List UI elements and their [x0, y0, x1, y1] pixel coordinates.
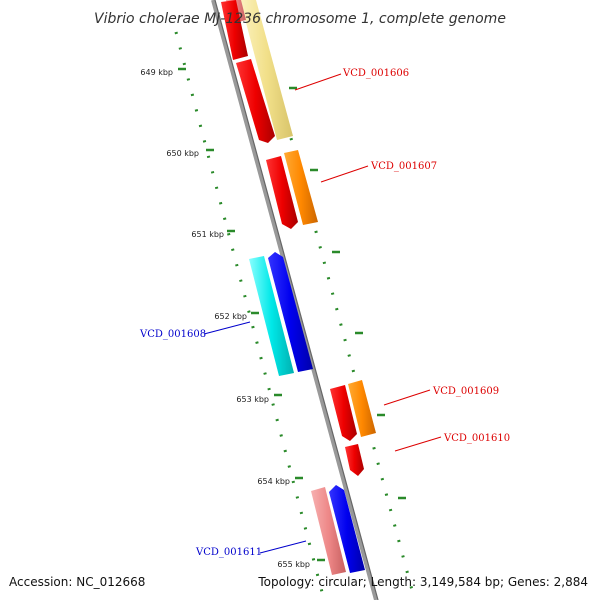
- tick-label: 652 kbp: [214, 312, 247, 321]
- gene-label-vcd001608[interactable]: VCD_001608: [139, 329, 206, 340]
- feature-bar-pink-611[interactable]: [311, 487, 346, 575]
- tick-marks: [178, 67, 406, 562]
- gene-arrow-vcd001609-red[interactable]: [330, 385, 357, 441]
- tick-label: 654 kbp: [257, 477, 290, 486]
- gene-label-vcd001607[interactable]: VCD_001607: [370, 161, 437, 172]
- gene-arrow-vcd001606[interactable]: [236, 59, 275, 143]
- gene-arrow-vcd001610[interactable]: [345, 444, 364, 476]
- tick-label: 650 kbp: [166, 149, 199, 158]
- gene-label-vcd001610[interactable]: VCD_001610: [443, 433, 510, 444]
- gene-arrow-vcd001611[interactable]: [329, 485, 365, 573]
- gene-arrow-vcd001608[interactable]: [268, 252, 313, 372]
- feature-bar-orange-609[interactable]: [348, 380, 376, 437]
- feature-bar-cyan-608[interactable]: [249, 256, 294, 376]
- tick-label: 653 kbp: [236, 395, 269, 404]
- gene-arrow-vcd001607-red[interactable]: [266, 156, 298, 229]
- genome-summary-text: Topology: circular; Length: 3,149,584 bp…: [257, 575, 588, 589]
- gene-arrow-top[interactable]: [221, 0, 248, 60]
- accession-text: Accession: NC_012668: [9, 575, 145, 589]
- leader-lines: [203, 73, 442, 554]
- tick-label: 649 kbp: [140, 68, 173, 77]
- tick-ring-left: [174, 31, 324, 593]
- tick-label: 655 kbp: [277, 560, 310, 569]
- tick-label: 651 kbp: [191, 230, 224, 239]
- map-title: Vibrio cholerae MJ-1236 chromosome 1, co…: [94, 11, 506, 27]
- gene-label-vcd001606[interactable]: VCD_001606: [342, 68, 409, 79]
- gene-label-vcd001611[interactable]: VCD_001611: [195, 547, 262, 558]
- feature-bar-yellow[interactable]: [240, 0, 293, 140]
- gene-label-vcd001609[interactable]: VCD_001609: [432, 386, 499, 397]
- feature-bar-orange-607[interactable]: [284, 150, 318, 225]
